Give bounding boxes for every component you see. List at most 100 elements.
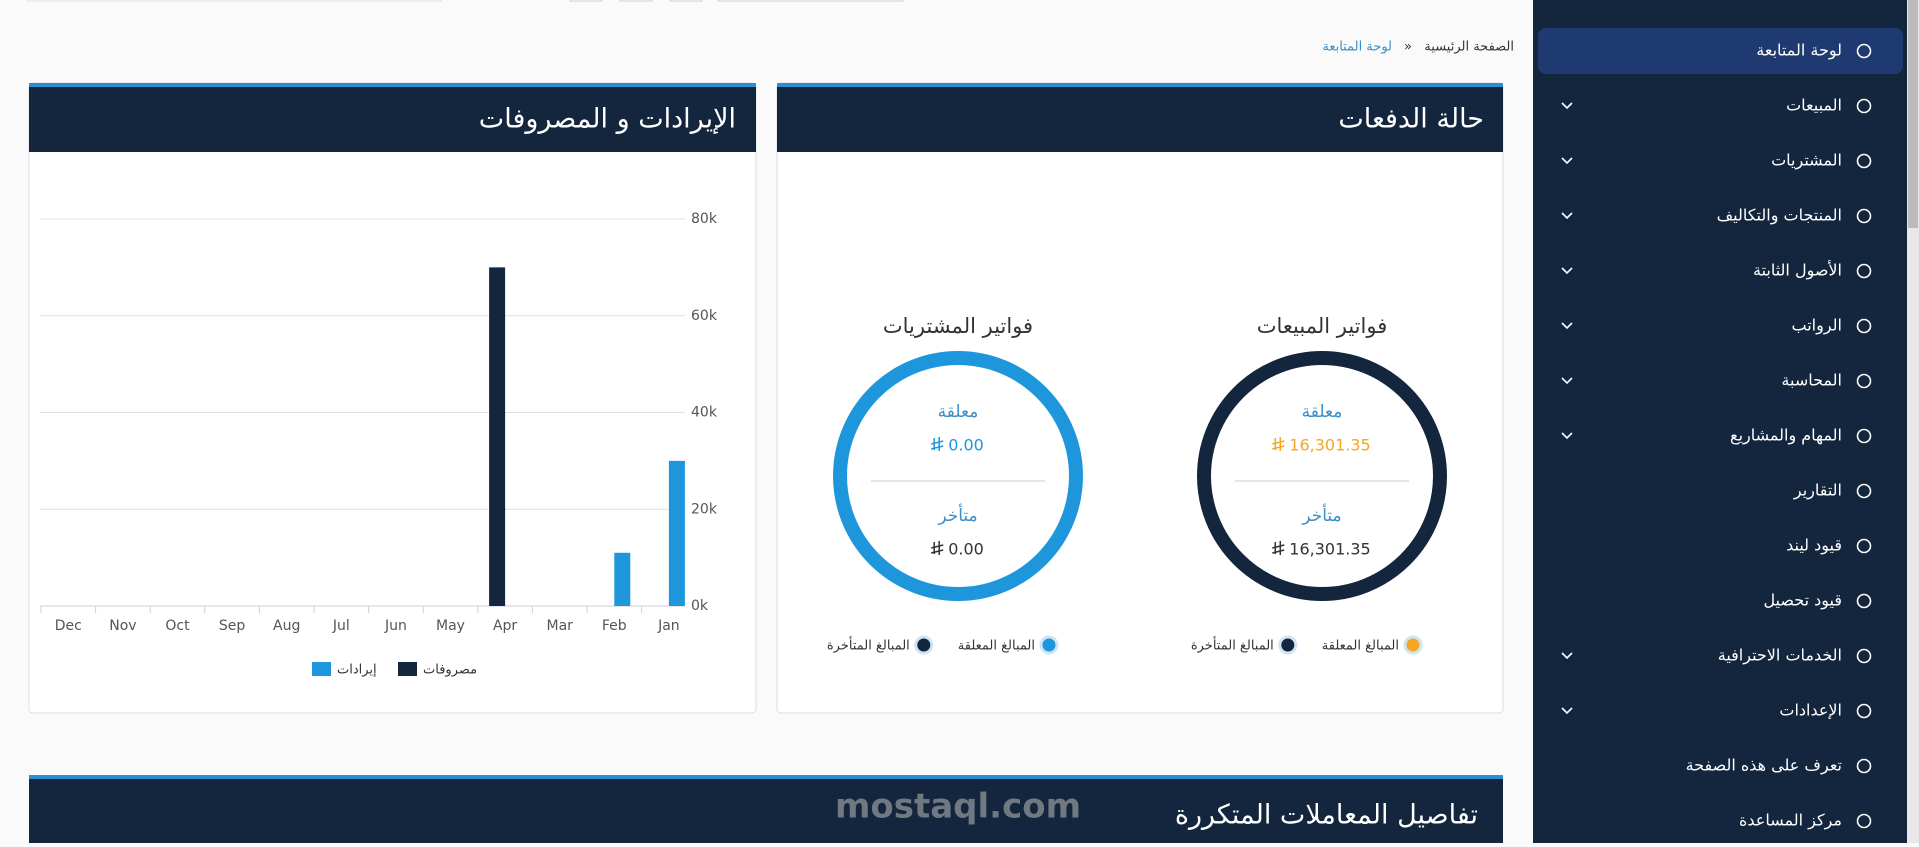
pending-amount: 0.00	[948, 436, 984, 455]
x-tick-label: Mar	[546, 618, 573, 634]
panel-title: حالة الدفعات	[1338, 104, 1484, 135]
toolbar-button[interactable]	[669, 0, 703, 2]
x-tick-label: Jan	[657, 618, 680, 634]
sidebar-menu: لوحة المتابعة المبيعات المشتريات المنتجات و…	[1538, 28, 1903, 831]
pending-label: معلقة	[1302, 402, 1343, 422]
legend-swatch	[398, 662, 417, 676]
legend-dot	[1403, 635, 1423, 655]
y-tick-label: 80k	[691, 211, 718, 227]
currency-symbol	[1272, 541, 1285, 555]
x-tick-label: Feb	[602, 618, 627, 634]
card-title: فواتير المبيعات	[1257, 314, 1388, 338]
menu-icon	[1856, 208, 1872, 224]
ring	[1197, 351, 1447, 601]
menu-item[interactable]: الخدمات الاحترافية	[1718, 646, 1842, 666]
legend-swatch	[312, 662, 331, 676]
menu-item[interactable]: لوحة المتابعة	[1756, 41, 1842, 61]
panel-header	[29, 775, 1503, 847]
menu-icon	[1856, 758, 1872, 774]
menu-icon	[1856, 593, 1872, 609]
panel-accent	[777, 83, 1503, 87]
scrollbar-thumb[interactable]	[1908, 0, 1918, 228]
overdue-label: متأخر	[937, 503, 977, 526]
panel	[776, 82, 1504, 714]
menu-icon	[1856, 263, 1872, 279]
y-tick-label: 20k	[691, 501, 718, 517]
select-box[interactable]	[717, 0, 904, 2]
menu-icon	[1856, 98, 1872, 114]
legend-dot	[1278, 635, 1298, 655]
menu-icon	[1856, 373, 1872, 389]
panel-header	[777, 83, 1503, 152]
currency-symbol	[931, 437, 944, 451]
menu-icon	[1856, 648, 1872, 664]
legend-dot	[914, 635, 934, 655]
menu-item[interactable]: قيود ليند	[1786, 536, 1842, 556]
card-title: فواتير المشتريات	[883, 314, 1033, 338]
menu-item[interactable]: الإعدادات	[1779, 701, 1842, 720]
menu-item[interactable]: المشتريات	[1771, 151, 1842, 171]
menu-item[interactable]: المهام والمشاريع	[1730, 426, 1842, 446]
overdue-amount: 16,301.35	[1289, 540, 1370, 559]
y-tick-label: 0k	[691, 598, 709, 614]
legend-label: المبالغ المعلقة	[958, 639, 1035, 654]
chevron[interactable]	[1561, 157, 1573, 165]
x-tick-label: Sep	[219, 618, 246, 634]
pending-label: معلقة	[938, 402, 979, 422]
menu-item[interactable]: الأصول الثابتة	[1753, 260, 1842, 281]
chevron[interactable]	[1561, 102, 1573, 110]
y-tick-label: 40k	[691, 405, 718, 421]
breadcrumb-home[interactable]: الصفحة الرئيسية	[1424, 40, 1514, 55]
bar	[614, 552, 631, 606]
toolbar-button[interactable]	[619, 0, 653, 2]
chevron[interactable]	[1561, 267, 1573, 275]
bar	[668, 460, 685, 606]
panel-accent	[29, 83, 756, 87]
watermark: mostaql.com	[835, 787, 1081, 827]
currency-symbol	[931, 541, 944, 555]
chevron[interactable]	[1561, 212, 1573, 220]
toolbar-button[interactable]	[569, 0, 603, 2]
x-tick-label: Jul	[332, 618, 350, 634]
search-box[interactable]	[27, 0, 442, 2]
active-item-bg	[1538, 28, 1903, 74]
breadcrumb-current[interactable]: لوحة المتابعة	[1322, 40, 1392, 55]
menu-icon	[1856, 538, 1872, 554]
panel-title: الإيرادات و المصروفات	[479, 104, 736, 135]
menu-icon	[1856, 318, 1872, 334]
y-tick-label: 60k	[691, 308, 718, 324]
x-tick-label: Aug	[273, 618, 300, 634]
legend-label[interactable]: مصروفات	[423, 663, 477, 678]
menu-item[interactable]: التقارير	[1793, 481, 1842, 501]
menu-item[interactable]: قيود تحصيل	[1763, 591, 1842, 611]
chevron[interactable]	[1561, 322, 1573, 330]
chevron[interactable]	[1561, 432, 1573, 440]
panel-accent	[29, 775, 1503, 779]
currency-symbol	[1272, 437, 1285, 451]
x-tick-label: May	[436, 618, 465, 634]
menu-item[interactable]: تعرف على هذه الصفحة	[1686, 756, 1842, 776]
payment-cards: فواتير المبيعات معلقة 16,301.35 متأخر 16,301…	[827, 314, 1447, 655]
menu-item[interactable]: الرواتب	[1792, 316, 1842, 336]
chevron[interactable]	[1561, 707, 1573, 715]
panel-header	[29, 83, 756, 152]
menu-item[interactable]: المنتجات والتكاليف	[1717, 206, 1842, 226]
chevron[interactable]	[1561, 377, 1573, 385]
panel-title: تفاصيل المعاملات المتكررة	[1175, 800, 1478, 831]
menu-item[interactable]: المحاسبة	[1781, 371, 1842, 390]
menu-icon	[1856, 153, 1872, 169]
menu-item[interactable]: مركز المساعدة	[1739, 811, 1842, 831]
legend-label: المبالغ المتأخرة	[1191, 636, 1274, 654]
x-tick-label: Apr	[493, 618, 517, 634]
bar-chart: 0k 20k 40k 60k 80k Dec Nov Oct Sep Aug Jul Jun May Ap…	[40, 211, 718, 678]
legend-label[interactable]: إيرادات	[337, 663, 377, 678]
chevron[interactable]	[1561, 652, 1573, 660]
menu-icon	[1856, 813, 1872, 829]
breadcrumb-separator: »	[1404, 40, 1412, 55]
legend-dot	[1039, 635, 1059, 655]
x-tick-label: Jun	[384, 618, 407, 634]
menu-item[interactable]: المبيعات	[1786, 96, 1842, 115]
menu-icon	[1856, 703, 1872, 719]
